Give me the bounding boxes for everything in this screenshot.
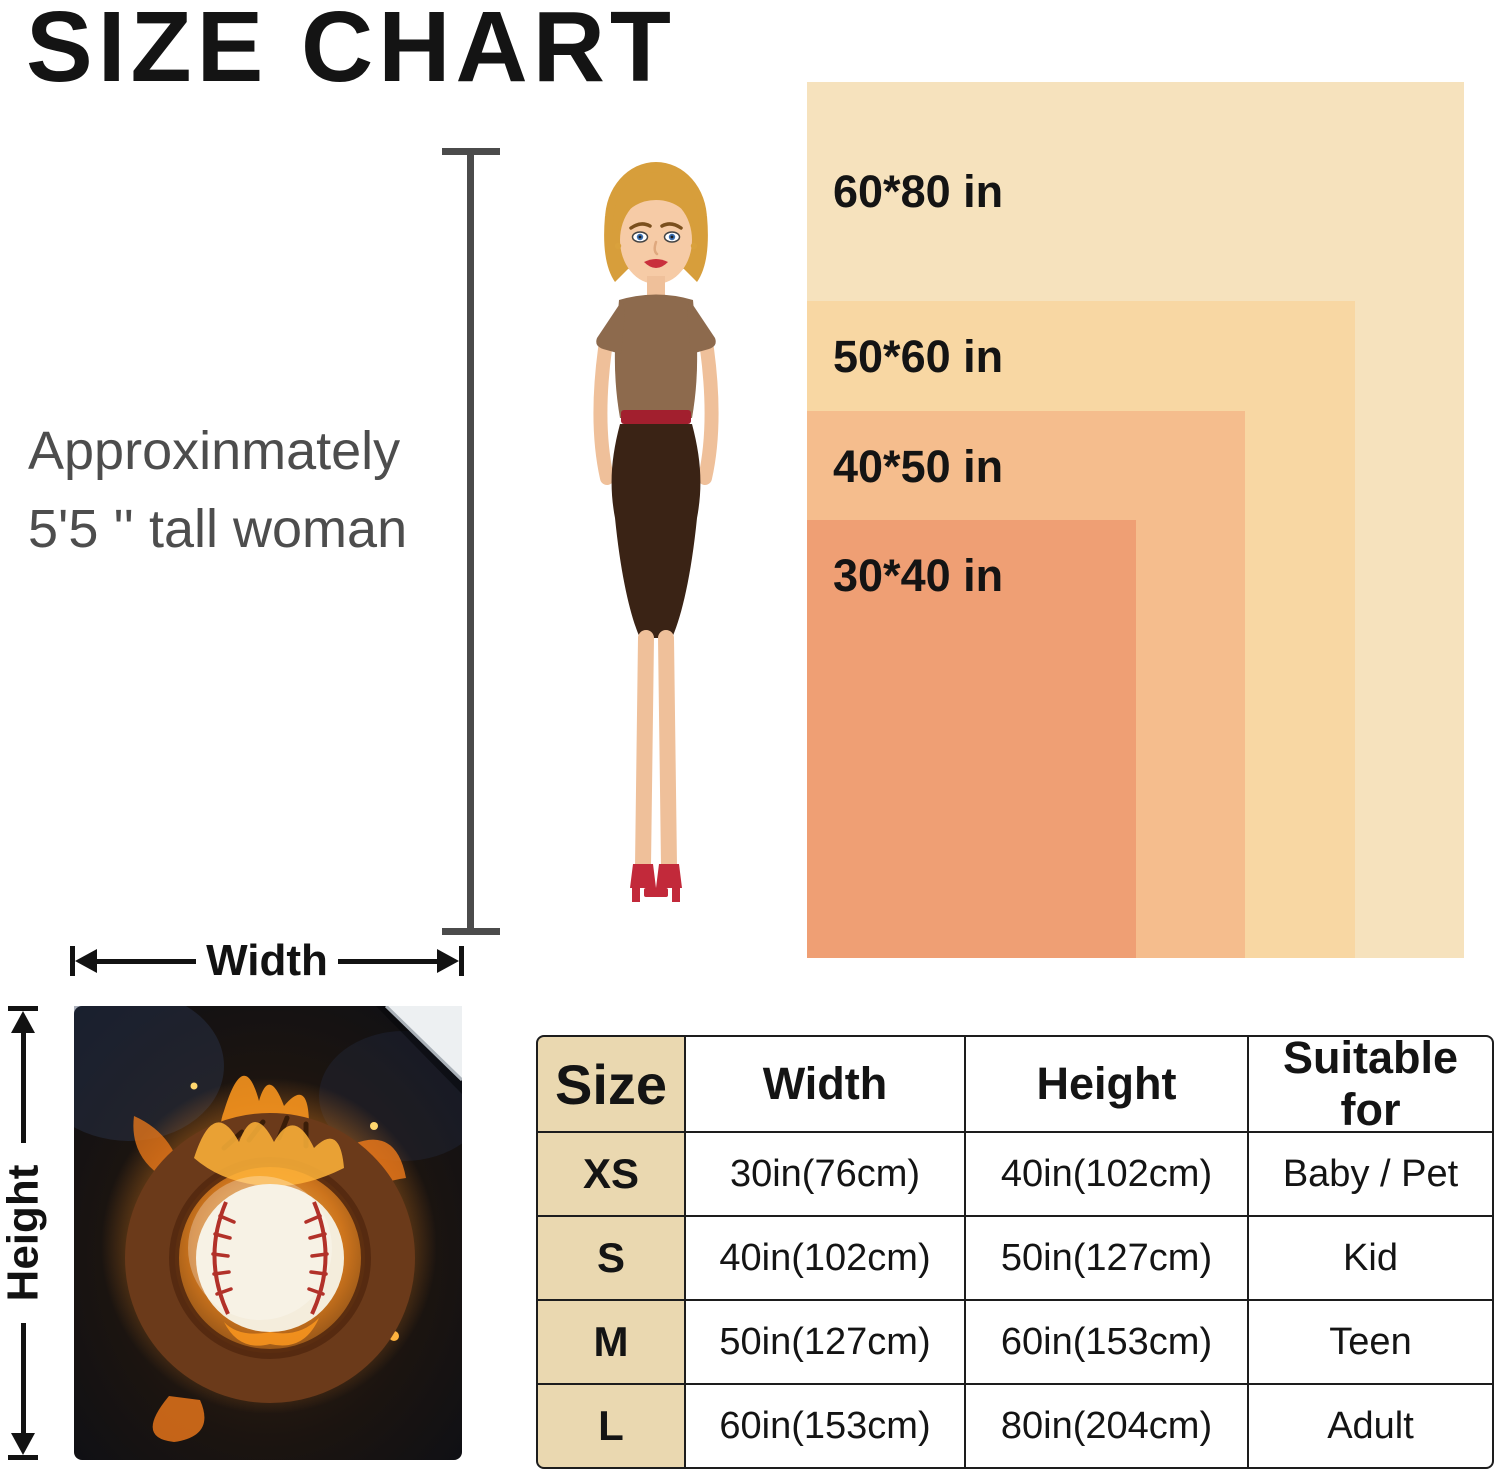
table-cell-suitable: Baby / Pet [1249,1133,1492,1215]
table-cell-width: 60in(153cm) [686,1385,964,1467]
width-arrow: Width [70,936,464,985]
table-size-cell: M [538,1301,684,1383]
table-cell-width: 50in(127cm) [686,1301,964,1383]
arrow-down-icon [11,1433,35,1455]
height-label: Height [0,1164,48,1302]
height-note-line2: 5'5 '' tall woman [28,499,408,560]
size-box-label: 30*40 in [833,550,1004,601]
arrow-left-icon [75,949,97,973]
height-arrow-top-tick [8,1006,38,1011]
table-cell-height: 60in(153cm) [966,1301,1247,1383]
width-arrow-right-tick [459,946,464,976]
arrow-right-icon [437,949,459,973]
table-cell-width: 40in(102cm) [686,1217,964,1299]
table-cell-height: 50in(127cm) [966,1217,1247,1299]
size-table: Size Width Height Suitable for XS 30in(76cm) 4… [536,1035,1494,1469]
table-size-cell: XS [538,1133,684,1215]
table-cell-suitable: Adult [1249,1385,1492,1467]
size-box-label: 60*80 in [833,166,1004,217]
flaming-baseball-blanket-icon [74,1006,462,1460]
table-header-height: Height [966,1037,1247,1131]
table-header-width: Width [686,1037,964,1131]
woman-figure [545,142,767,934]
table-cell-width: 30in(76cm) [686,1133,964,1215]
height-reference-top-cap [442,148,500,155]
page-title: SIZE CHART [26,0,676,103]
height-reference-line [467,152,474,932]
height-label-wrap: Height [0,1143,48,1323]
height-note-line1: Approxinmately [28,421,401,481]
blanket-preview-image [74,1006,462,1460]
width-arrow-line-right [337,958,437,964]
height-arrow-bottom-tick [8,1455,38,1460]
table-cell-suitable: Kid [1249,1217,1492,1299]
height-arrow-line-top [20,1033,26,1143]
size-box-label: 50*60 in [833,331,1004,382]
table-size-cell: S [538,1217,684,1299]
size-box-30x40: 30*40 in [807,520,1136,958]
width-arrow-left-tick [70,946,75,976]
table-cell-height: 40in(102cm) [966,1133,1247,1215]
width-label: Width [206,936,328,985]
height-note: Approxinmately 5'5 '' tall woman [28,412,407,569]
height-arrow-line-bottom [20,1323,26,1433]
width-arrow-line-left [97,958,197,964]
height-arrow: Height [0,1006,48,1460]
size-box-label: 40*50 in [833,440,1004,492]
height-reference-bottom-cap [442,928,500,935]
arrow-up-icon [11,1011,35,1033]
table-header-size: Size [538,1037,684,1131]
size-boxes: 60*80 in 50*60 in 40*50 in 30*40 in [807,80,1467,958]
table-size-cell: L [538,1385,684,1467]
table-cell-suitable: Teen [1249,1301,1492,1383]
woman-illustration-icon [593,162,719,902]
table-header-suitable-for: Suitable for [1249,1037,1492,1135]
table-cell-height: 80in(204cm) [966,1385,1247,1467]
